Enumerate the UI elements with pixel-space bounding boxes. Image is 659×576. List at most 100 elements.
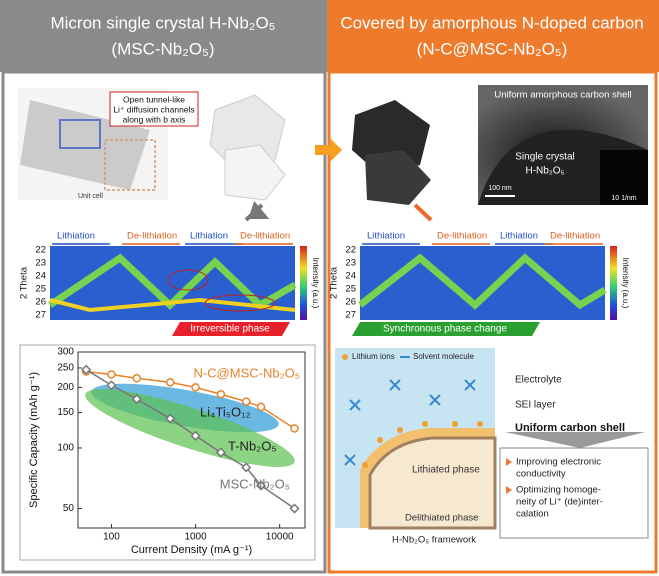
banner-text: Synchronous phase change: [383, 324, 507, 335]
legend-text: Solvent molecule: [413, 352, 474, 361]
marker: [191, 383, 200, 392]
callout-text: along with b axis: [123, 114, 186, 124]
y-tick-label: 23: [345, 258, 356, 269]
y-tick-label: 23: [35, 258, 46, 269]
benefit-text: neity of Li⁺ (de)inter-: [516, 497, 603, 508]
left-header: [0, 0, 327, 72]
x-tick-label: 10000: [266, 532, 294, 543]
scale-label: 10 1/nm: [611, 195, 636, 202]
colorbar-label: Intensity (a.u.): [311, 258, 320, 309]
annotation: Li₄Ti₅O₁₂: [200, 404, 251, 419]
left-frame: [1, 70, 327, 574]
heatmap-right: [360, 246, 605, 320]
marker: [107, 370, 116, 379]
benefit-box: [499, 447, 649, 539]
mech-label: H-Nb₂O₅ framework: [392, 535, 476, 546]
marker: [131, 394, 142, 405]
marker: [216, 389, 226, 399]
plot-area: [77, 351, 306, 529]
phase-trace-left: [48, 253, 297, 310]
header-title: Micron single crystal H-Nb₂O₅: [50, 13, 275, 32]
black-crystals: [352, 100, 431, 205]
bullet: [506, 458, 512, 466]
marker: [290, 424, 299, 433]
banner-green: [352, 322, 540, 336]
benefit-text: conductivity: [516, 469, 566, 480]
y-tick-label: 25: [345, 284, 356, 295]
stage-label: Lithiation: [367, 231, 405, 242]
y-tick-label: 22: [35, 245, 46, 256]
marker: [165, 413, 176, 424]
unit-cell-label: Unit cell: [78, 193, 103, 200]
x-tick-label: 1000: [184, 532, 207, 543]
x-tick-label: 100: [103, 532, 120, 543]
y-axis-label: Specific Capacity (mAh g⁻¹): [28, 372, 40, 508]
stage-label: Lithiation: [190, 231, 228, 242]
y-tick-label: 24: [345, 271, 356, 282]
bullet: [506, 486, 512, 494]
highlight: [204, 294, 276, 312]
mech-label: Electrolyte: [515, 375, 562, 386]
y-tick-label: 27: [35, 310, 46, 321]
header-title: Covered by amorphous N-doped carbon: [340, 13, 643, 32]
phase-trace-left-2: [49, 297, 296, 313]
marker: [289, 503, 300, 514]
y-tick-label: 300: [57, 347, 74, 358]
series-label: MSC-Nb₂O₅: [220, 476, 290, 491]
stage-label: De-lithiation: [437, 231, 487, 242]
benefit-text: Improving electronic: [516, 457, 601, 468]
marker: [81, 364, 92, 375]
stage-label: De-lithiation: [127, 231, 177, 242]
t-nb2o5-region: [85, 389, 295, 467]
y-tick-label: 22: [345, 245, 356, 256]
down-arrow-left: [244, 200, 270, 222]
header-subtitle: (MSC-Nb₂O₅): [111, 39, 214, 58]
mech-label: SEI layer: [515, 400, 556, 411]
marker: [241, 397, 251, 406]
marker: [106, 380, 117, 391]
y-tick-label: 25: [35, 284, 46, 295]
marker: [166, 378, 175, 387]
y-tick-label: 50: [63, 503, 75, 514]
tem-label: Uniform amorphous carbon shell: [494, 90, 631, 101]
callout-text: Open tunnel-like: [123, 94, 185, 104]
y-tick-label: 250: [57, 363, 74, 374]
marker: [255, 480, 267, 491]
right-frame: [327, 70, 658, 574]
stage-label: De-lithiation: [240, 231, 290, 242]
benefit-text: Optimizing homoge-: [516, 485, 601, 496]
phase-trace-right: [357, 253, 607, 310]
callout-wedge: [505, 432, 645, 448]
right-header: [327, 0, 659, 72]
tem-label: Single crystal: [515, 152, 574, 163]
arrow: [315, 138, 342, 162]
highlight: [167, 269, 209, 291]
y-tick-label: 26: [35, 297, 46, 308]
down-arrow-right: [413, 203, 433, 222]
diffraction-inset: [600, 150, 648, 205]
marker: [190, 430, 201, 441]
marker: [256, 402, 266, 412]
axis-label: 2 Theta: [19, 266, 30, 299]
lithium-ions: [362, 421, 483, 468]
colorbar-label: Intensity (a.u.): [621, 258, 630, 309]
stage-label: De-lithiation: [550, 231, 600, 242]
stage-label: Lithiation: [57, 231, 95, 242]
y-tick-label: 24: [35, 271, 46, 282]
marker: [132, 374, 142, 383]
annotation: T-Nb₂O₅: [228, 438, 277, 453]
banner-text: Irreversible phase: [190, 324, 270, 335]
header-subtitle: (N-C@MSC-Nb₂O₅): [417, 39, 568, 58]
mech-label: Delithiated phase: [405, 513, 478, 524]
particle-core: [368, 436, 497, 530]
tem-label: H-Nb₂O₅: [525, 166, 564, 177]
benefit-text: calation: [516, 509, 549, 520]
y-tick-label: 150: [57, 407, 74, 418]
marker: [241, 462, 252, 473]
y-tick-label: 200: [57, 382, 74, 393]
mech-label: Lithiated phase: [412, 465, 480, 476]
colorbar: [610, 246, 617, 320]
white-crystals: [209, 94, 286, 201]
y-tick-label: 27: [345, 310, 356, 321]
